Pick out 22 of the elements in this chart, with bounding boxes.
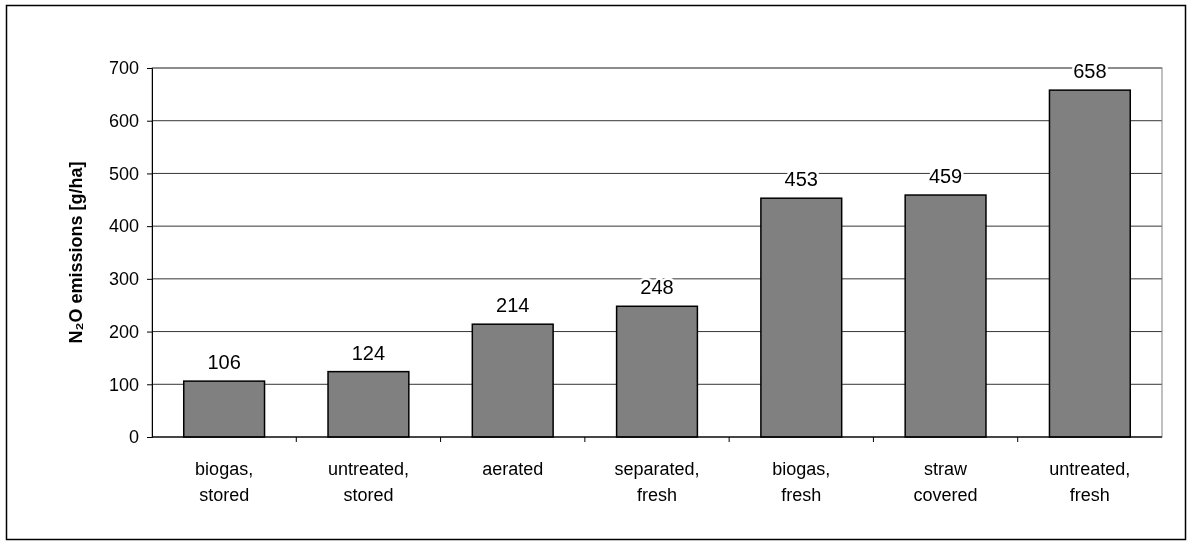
y-tick-label: 100 [108,374,139,395]
y-tick-label: 700 [108,58,139,79]
data-label: 214 [496,294,530,317]
x-tick-label: biogas, fresh [772,459,831,505]
y-tick-label: 300 [108,269,139,290]
y-tick-label: 0 [128,427,139,448]
y-axis-title: N₂O emissions [g/ha] [66,161,86,344]
data-label: 248 [640,276,674,299]
y-tick-label: 500 [108,163,139,184]
data-label: 106 [207,351,241,374]
data-label: 658 [1073,60,1107,83]
x-tick-label: straw covered [913,459,978,505]
x-tick-label: biogas, stored [195,459,254,505]
x-tick-label: untreated, stored [327,459,409,505]
y-tick-label: 400 [108,216,139,237]
x-tick-label: aerated [482,459,544,479]
x-tick-label: separated, fresh [614,459,700,505]
x-tick-label: untreated, fresh [1049,459,1131,505]
data-label: 124 [351,341,386,364]
y-tick-label: 200 [108,321,139,342]
data-label: 453 [784,168,818,191]
y-tick-label: 600 [108,110,139,131]
